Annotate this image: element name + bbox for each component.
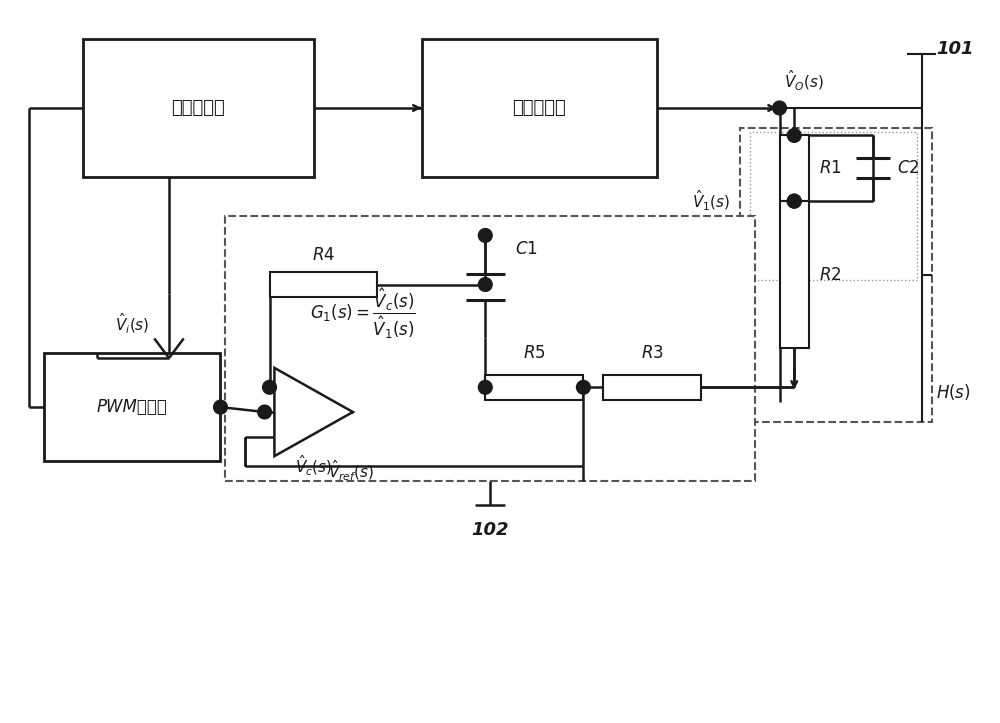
Text: $+$: $+$: [283, 432, 295, 447]
Circle shape: [787, 129, 801, 142]
Text: $\hat{V}_O(s)$: $\hat{V}_O(s)$: [784, 69, 824, 93]
Text: $\hat{V}_c(s)$: $\hat{V}_c(s)$: [295, 454, 332, 478]
Bar: [740, 127, 932, 422]
Text: PWM调制器: PWM调制器: [97, 398, 168, 416]
Circle shape: [773, 101, 786, 115]
Text: $R5$: $R5$: [523, 344, 546, 362]
Text: $C1$: $C1$: [515, 240, 537, 258]
Circle shape: [478, 380, 492, 394]
Text: $\hat{V}_1(s)$: $\hat{V}_1(s)$: [692, 189, 730, 213]
Bar: [225, 216, 755, 481]
Bar: [83, 39, 314, 176]
Text: 高频转换器: 高频转换器: [172, 99, 225, 117]
Text: $R1$: $R1$: [819, 159, 841, 177]
Text: $R3$: $R3$: [641, 344, 663, 362]
Text: $H(s)$: $H(s)$: [936, 382, 971, 403]
Bar: [422, 39, 657, 176]
Text: 102: 102: [471, 521, 509, 539]
Bar: [44, 353, 220, 461]
Circle shape: [478, 228, 492, 242]
Polygon shape: [274, 368, 353, 456]
Circle shape: [263, 380, 276, 394]
Circle shape: [577, 380, 590, 394]
Circle shape: [787, 194, 801, 208]
Bar: [603, 375, 701, 400]
Text: 输出滤波器: 输出滤波器: [512, 99, 566, 117]
Circle shape: [478, 278, 492, 291]
Circle shape: [787, 194, 801, 208]
Text: $\hat{V}_{ref}(s)$: $\hat{V}_{ref}(s)$: [328, 459, 375, 483]
Circle shape: [258, 405, 271, 419]
Text: $G_1(s) = \dfrac{\hat{V}_c(s)}{\hat{V}_1(s)}$: $G_1(s) = \dfrac{\hat{V}_c(s)}{\hat{V}_1…: [310, 287, 416, 341]
Circle shape: [214, 401, 227, 414]
Bar: [485, 375, 583, 400]
Text: $C2$: $C2$: [897, 159, 920, 177]
Text: $\hat{V}_i(s)$: $\hat{V}_i(s)$: [115, 312, 149, 336]
Bar: [780, 201, 809, 348]
Bar: [270, 273, 377, 296]
Text: $-$: $-$: [283, 377, 295, 391]
Bar: [780, 135, 809, 201]
Text: $R2$: $R2$: [819, 265, 841, 283]
Text: 101: 101: [936, 40, 974, 58]
Bar: [750, 132, 917, 280]
Text: $R4$: $R4$: [312, 246, 335, 264]
